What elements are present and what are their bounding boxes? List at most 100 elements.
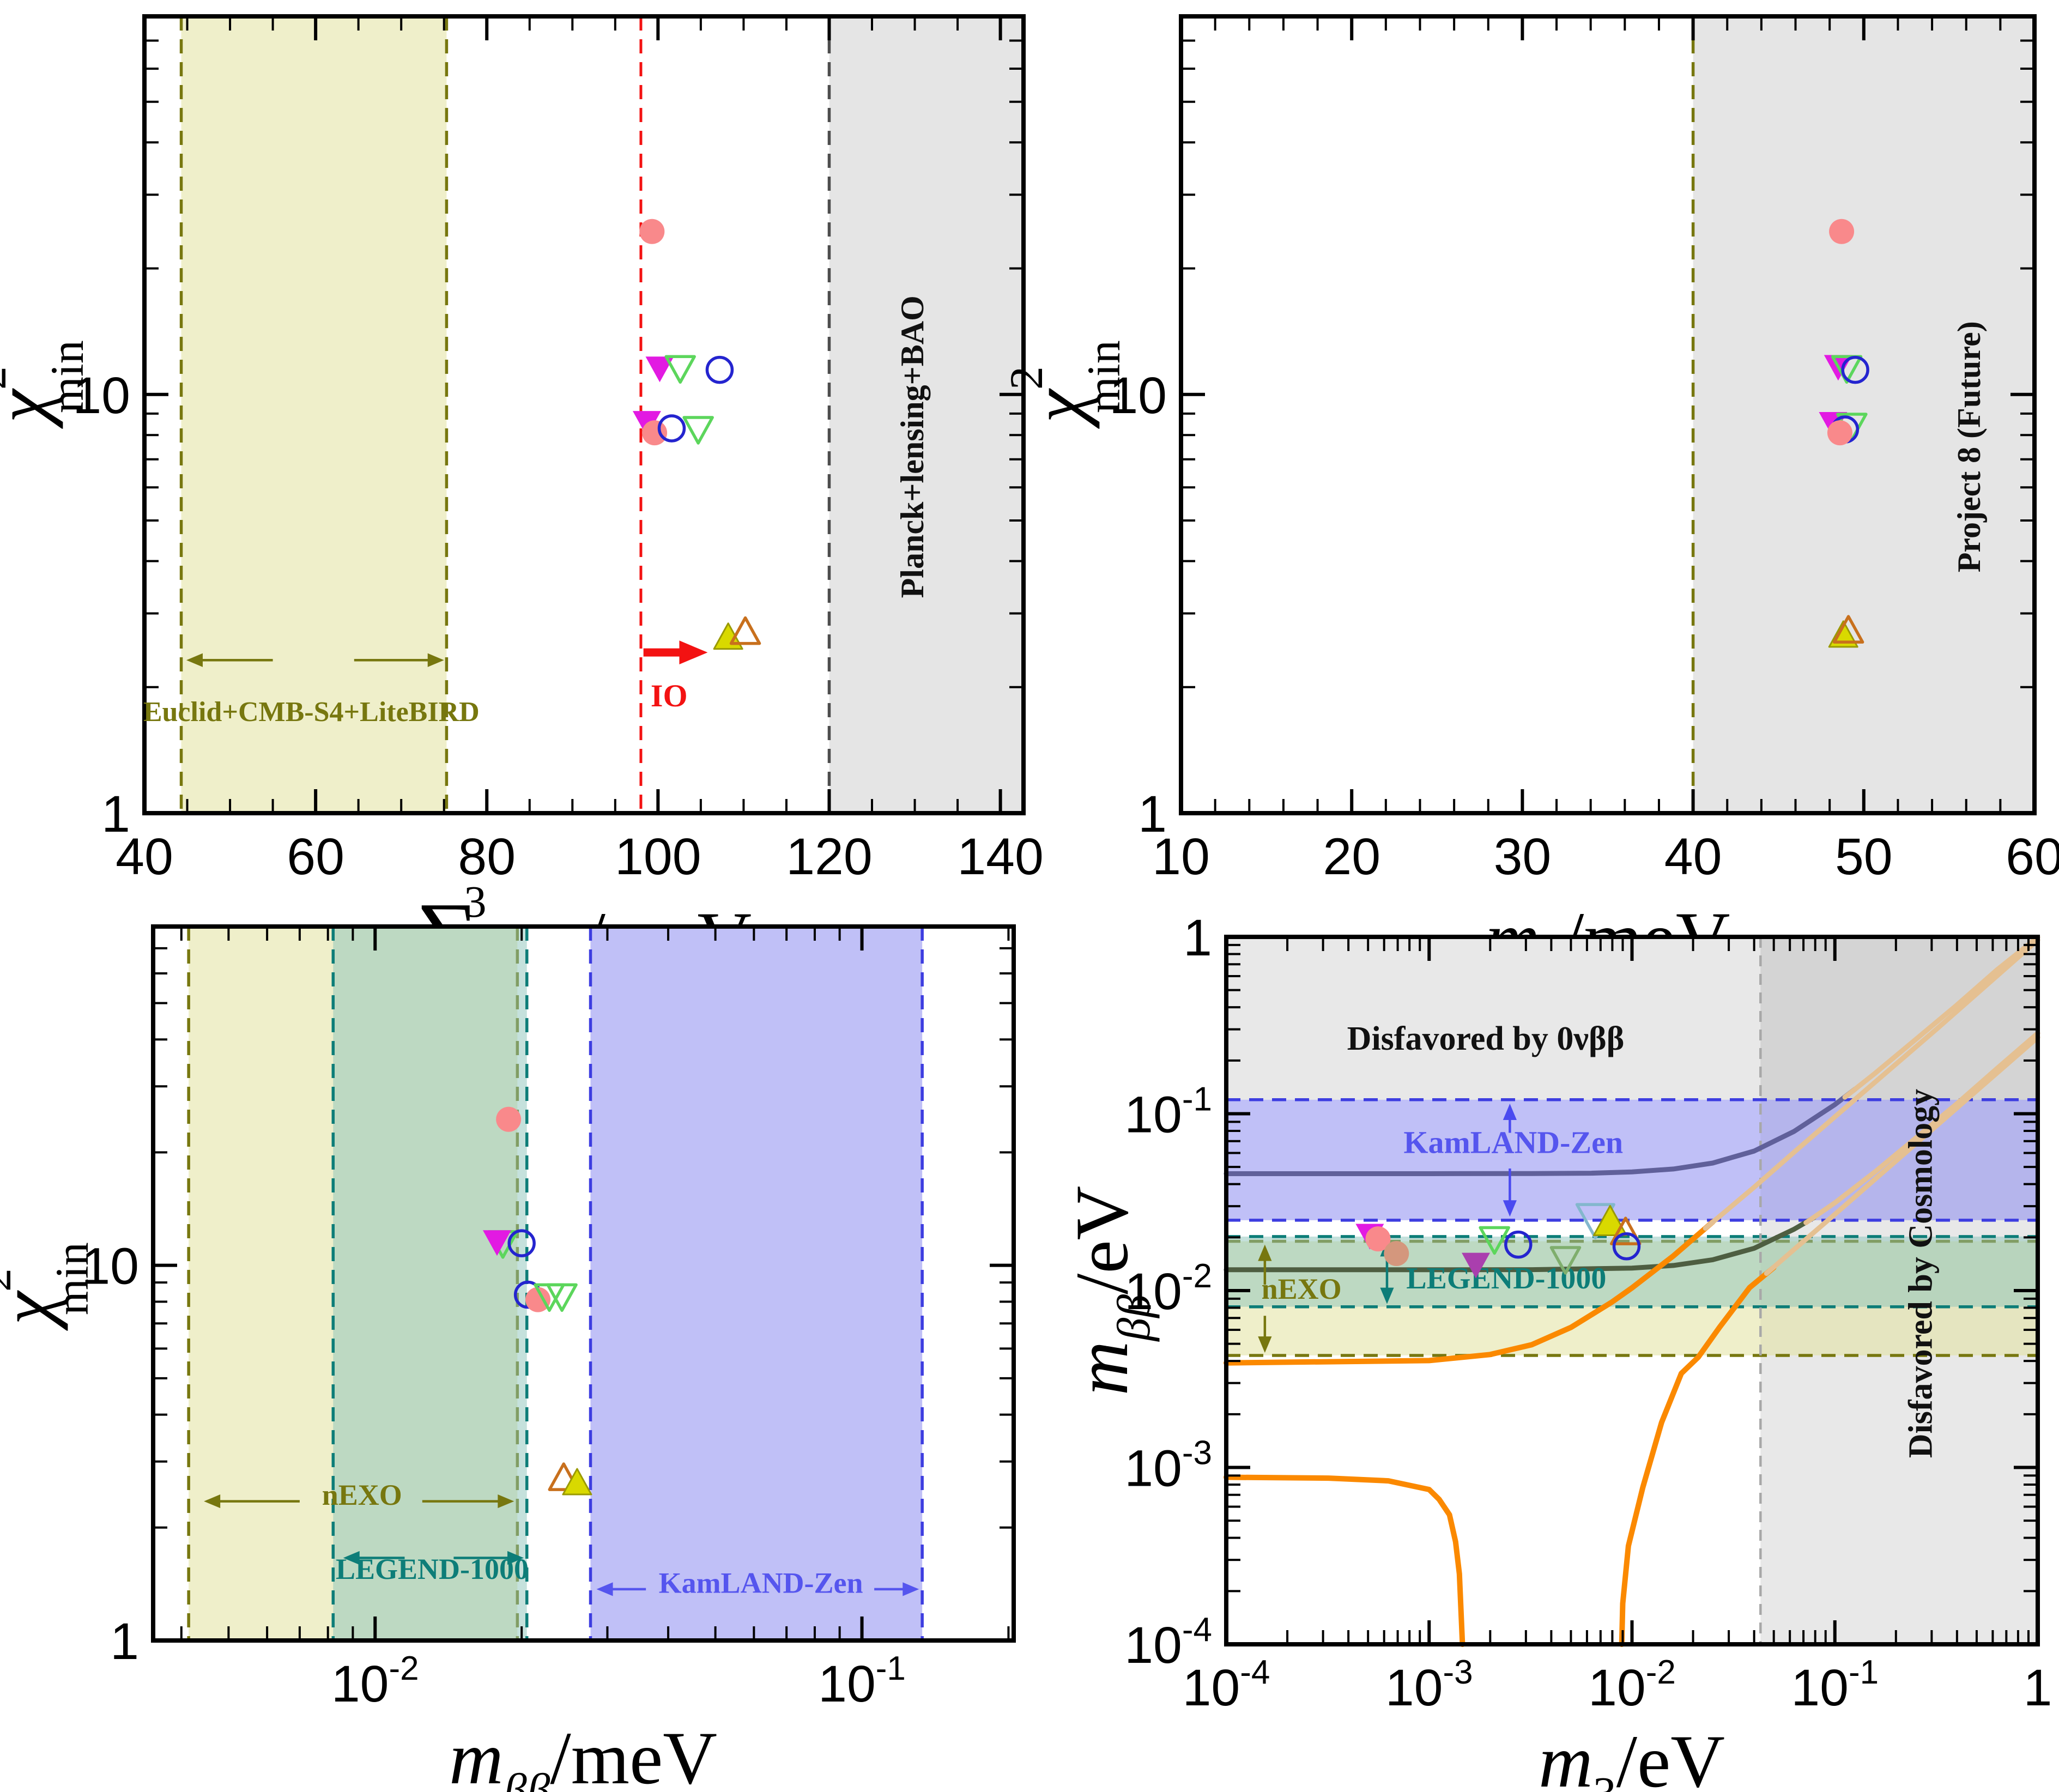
y-tick-label: 10-3 <box>1124 1434 1212 1498</box>
tick-text: 10 <box>331 1655 389 1713</box>
title-seg: m <box>449 1716 504 1792</box>
curve-no-upper-diag <box>1703 937 2040 1231</box>
x-tick-label: 60 <box>2006 828 2059 886</box>
plot-frame <box>1179 14 2037 815</box>
arrowhead <box>596 1582 613 1596</box>
region-0-0 <box>181 16 447 813</box>
arrowhead <box>204 1494 221 1509</box>
marker-tu-2-9 <box>562 1468 592 1496</box>
marker-c-3-1 <box>1365 1226 1391 1252</box>
y-tick-label: 10-2 <box>1124 1257 1212 1321</box>
tick-text: 60 <box>2006 828 2059 886</box>
tick-text: 1 <box>101 785 130 843</box>
curve-io-upper-diag <box>1842 935 2040 1100</box>
x-tick-label: 10-3 <box>1385 1654 1473 1717</box>
marker-c-0-5 <box>642 420 668 446</box>
title-seg: 3 <box>1593 1767 1616 1792</box>
tick-text: 10 <box>1152 828 1210 886</box>
marker-c-0-0 <box>639 219 665 244</box>
tick-text: 10 <box>72 367 130 425</box>
y-tick-label: 10 <box>81 1238 139 1295</box>
marker-tdo-2-7 <box>546 1283 578 1312</box>
tick-text: 10 <box>1124 1440 1182 1498</box>
tick-text: 1 <box>110 1613 139 1670</box>
tick-text: 10 <box>1588 1659 1646 1717</box>
tick-text: 1 <box>1138 785 1167 843</box>
tick-sup: -4 <box>1240 1654 1270 1691</box>
tick-sup: -1 <box>876 1650 906 1687</box>
arrowhead <box>427 653 444 667</box>
region-2-2 <box>590 927 923 1640</box>
title-seg: min <box>46 1242 98 1315</box>
tick-text: 10 <box>81 1238 139 1295</box>
tick-sup: -3 <box>1443 1654 1473 1691</box>
curve-io-upper-flat <box>1224 1086 1858 1176</box>
title-seg: min <box>41 340 93 413</box>
marker-c-1-0 <box>1829 219 1855 244</box>
marker-tuo-0-9 <box>729 616 761 645</box>
label-disfavored-by-0: Disfavored by 0νββ <box>1347 1020 1625 1057</box>
label-nexo: nEXO <box>1262 1273 1342 1305</box>
title-seg: χ <box>1016 388 1100 429</box>
marker-tuo-3-9 <box>1610 1216 1642 1245</box>
marker-c-2-5 <box>525 1287 551 1312</box>
x-tick-label: 40 <box>1664 828 1722 886</box>
tick-text: 1 <box>2024 1659 2052 1717</box>
marker-tdo-3-4 <box>1479 1226 1510 1255</box>
x-tick-label: 120 <box>786 828 873 886</box>
arrowhead <box>679 640 708 664</box>
tick-sup: -4 <box>1182 1611 1212 1649</box>
tick-text: 80 <box>458 828 516 886</box>
x-axis-title-mbb-vs-m3: m3/eV <box>1539 1720 1725 1792</box>
label-kamland-zen: KamLAND-Zen <box>659 1567 863 1600</box>
title-seg: /meV <box>550 1716 717 1792</box>
tick-text: 10 <box>1791 1659 1849 1717</box>
tick-text: 1 <box>1183 909 1212 967</box>
arrowhead <box>507 1551 524 1565</box>
curve-io-lower-diag <box>1803 1031 2040 1225</box>
title-seg: ββ <box>502 1764 550 1792</box>
curve-no-upper <box>1224 1219 1716 1366</box>
marker-td-2-2 <box>482 1230 511 1256</box>
marker-o-0-3 <box>705 355 734 384</box>
arrowhead <box>343 1551 360 1565</box>
x-tick-label: 10-1 <box>818 1650 906 1713</box>
title-seg: 3 <box>464 876 487 927</box>
x-tick-label: 10-2 <box>331 1650 419 1713</box>
label-nexo: nEXO <box>322 1479 402 1511</box>
marker-o-1-3 <box>1841 355 1869 384</box>
tick-sup: -3 <box>1182 1434 1212 1472</box>
arrowhead <box>1258 1336 1272 1353</box>
tick-text: 120 <box>786 828 873 886</box>
tick-sup: -2 <box>389 1650 419 1687</box>
tick-text: 50 <box>1835 828 1893 886</box>
title-seg: 2 <box>1000 366 1052 390</box>
tick-text: 10 <box>818 1655 876 1713</box>
y-tick-label: 1 <box>1138 785 1167 843</box>
x-axis-title-chi2-vs-mbb: mββ/meV <box>449 1716 717 1792</box>
title-seg: min <box>1077 340 1130 413</box>
arrowhead <box>1503 1200 1517 1217</box>
arrowhead <box>1503 1104 1517 1121</box>
tick-text: 10 <box>1124 1263 1182 1321</box>
region-2-1 <box>333 927 527 1640</box>
marker-o-3-10 <box>1612 1232 1641 1261</box>
x-tick-label: 40 <box>116 828 173 886</box>
tick-text: 40 <box>1664 828 1722 886</box>
marker-o-2-3 <box>507 1229 536 1257</box>
marker-o-0-6 <box>657 414 686 443</box>
plot-area <box>1181 16 2034 813</box>
plot-frame <box>142 14 1026 815</box>
x-tick-label: 10 <box>1152 828 1210 886</box>
marker-c-3-2 <box>1384 1241 1409 1267</box>
label-legend-1000: LEGEND-1000 <box>1406 1262 1606 1295</box>
tick-sup: -1 <box>1182 1081 1212 1118</box>
x-tick-label: 30 <box>1494 828 1552 886</box>
marker-td-0-1 <box>645 356 674 383</box>
curve-no-lower-diag <box>1764 1035 2040 1276</box>
y-tick-label: 1 <box>1183 909 1212 967</box>
label-io: IO <box>651 678 688 713</box>
marker-c-2-0 <box>496 1106 522 1132</box>
